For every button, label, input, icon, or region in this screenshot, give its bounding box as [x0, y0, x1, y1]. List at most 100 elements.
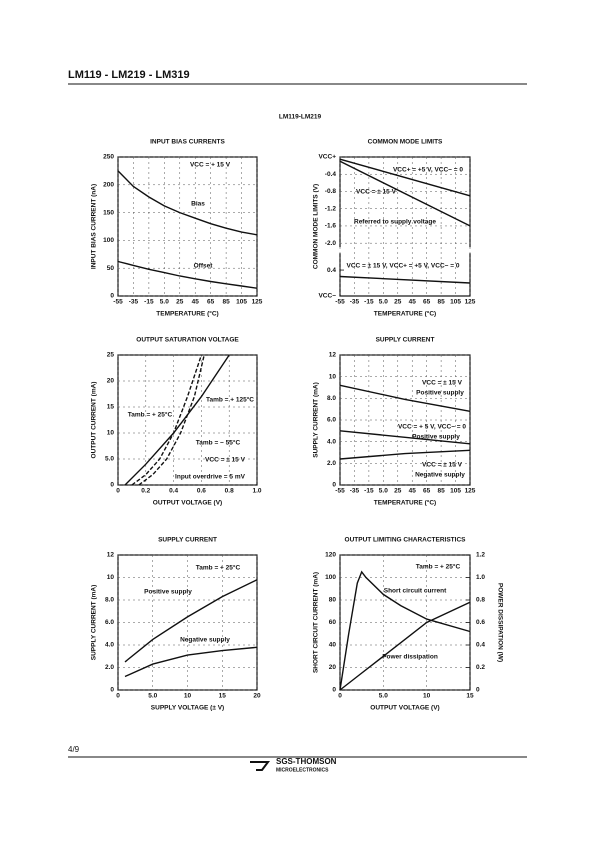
y-tick-label: -2.0 — [325, 240, 337, 247]
x-tick-label: 5.0 — [379, 299, 388, 306]
y-axis-label: SUPPLY CURRENT (mA) — [91, 585, 98, 660]
series-line — [339, 158, 471, 197]
x-tick-label: -35 — [129, 299, 139, 306]
x-tick-label: 15 — [466, 693, 474, 700]
y-tick-label: 200 — [103, 182, 114, 189]
x-tick-label: 5.0 — [148, 693, 157, 700]
y-tick-label: 12 — [329, 352, 337, 359]
series-line — [131, 354, 203, 486]
y-tick-label: 120 — [325, 552, 336, 559]
header-title: LM119 - LM219 - LM319 — [68, 69, 190, 81]
series-label: VCC+ = +5 V, VCC− = 0 — [393, 167, 463, 174]
annotation: VCC = ± 15 V — [205, 457, 246, 464]
y2-tick-label: VCC− — [318, 293, 336, 300]
x-tick-label: -55 — [335, 299, 345, 306]
y-axis-label: SHORT CIRCUIT CURRENT (mA) — [313, 572, 320, 673]
y-tick-label: 60 — [329, 619, 337, 626]
brand: SGS-THOMSON — [276, 757, 337, 766]
series-line — [339, 449, 471, 460]
y2-axis-label: POWER DISSIPATION (W) — [496, 583, 503, 662]
series-label: VCC = ± 15 V — [356, 189, 397, 196]
chart-title: COMMON MODE LIMITS — [368, 139, 443, 146]
x-tick-label: -55 — [113, 299, 123, 306]
y-tick-label: VCC+ — [318, 154, 336, 161]
series-line — [124, 354, 230, 486]
y-tick-label: 40 — [329, 642, 337, 649]
series-line — [339, 384, 471, 412]
y-tick-label: -1.6 — [325, 223, 337, 230]
axis-break — [338, 247, 472, 254]
y-tick-label: 0 — [110, 293, 114, 300]
annotation: Referred to supply voltage — [354, 219, 436, 226]
y-tick-label: 10 — [107, 574, 115, 581]
y-tick-label: 8.0 — [105, 597, 114, 604]
x-tick-label: -35 — [350, 488, 360, 495]
y-tick-label: 25 — [107, 352, 115, 359]
x-tick-label: 0 — [116, 693, 120, 700]
x-tick-label: -55 — [335, 488, 345, 495]
y2-tick-label: 1.0 — [476, 574, 485, 581]
x-tick-label: 0 — [116, 488, 120, 495]
x-tick-label: 85 — [222, 299, 230, 306]
series-label: Positive supply — [412, 434, 460, 441]
annotation: VCC = ± 15 V — [422, 462, 463, 469]
x-tick-label: 65 — [423, 488, 431, 495]
y-tick-label: 6.0 — [105, 619, 114, 626]
x-tick-label: 125 — [465, 299, 476, 306]
x-axis-label: TEMPERATURE (°C) — [374, 499, 436, 507]
y-tick-label: -0.4 — [325, 171, 337, 178]
y-tick-label: 0 — [332, 482, 336, 489]
annotation: VCC = + 15 V — [190, 162, 231, 169]
y-tick-label: 6.0 — [327, 417, 336, 424]
series-line — [117, 170, 258, 236]
chart-title: INPUT BIAS CURRENTS — [150, 139, 225, 146]
series-label: Offset — [194, 263, 214, 270]
x-tick-label: 25 — [176, 299, 184, 306]
y-axis-label: SUPPLY CURRENT (mA) — [313, 382, 320, 457]
x-tick-label: 65 — [423, 299, 431, 306]
y-tick-label: 80 — [329, 597, 337, 604]
x-tick-label: 45 — [409, 299, 417, 306]
y-tick-label: 8.0 — [327, 395, 336, 402]
chart-title: OUTPUT SATURATION VOLTAGE — [136, 337, 239, 344]
y-tick-label: 100 — [103, 237, 114, 244]
y-tick-label: 0 — [110, 482, 114, 489]
y-tick-label: 4.0 — [327, 438, 336, 445]
x-tick-label: 5.0 — [379, 488, 388, 495]
y-tick-label: 20 — [329, 664, 337, 671]
y-tick-label: 15 — [107, 404, 115, 411]
x-tick-label: 125 — [252, 299, 263, 306]
chart-title: OUTPUT LIMITING CHARACTERISTICS — [345, 537, 467, 544]
x-tick-label: 65 — [207, 299, 215, 306]
y-tick-label: 50 — [107, 265, 115, 272]
x-tick-label: 5.0 — [379, 693, 388, 700]
y-tick-label: 250 — [103, 154, 114, 161]
y-tick-label: 0 — [332, 687, 336, 694]
y-axis-label: COMMON MODE LIMITS (V) — [313, 184, 320, 269]
y-tick-label: 10 — [329, 373, 337, 380]
x-tick-label: 105 — [450, 299, 461, 306]
x-axis-label: OUTPUT VOLTAGE (V) — [370, 705, 439, 712]
x-tick-label: -15 — [144, 299, 154, 306]
x-axis-label: OUTPUT VOLTAGE (V) — [153, 500, 222, 507]
annotation: Input overdrive = 5 mV — [175, 474, 246, 481]
x-axis-label: SUPPLY VOLTAGE (± V) — [151, 705, 224, 712]
series-line — [339, 570, 471, 691]
series-label: Negative supply — [415, 472, 465, 479]
y-tick-label: 2.0 — [105, 664, 114, 671]
series-label: Bias — [191, 201, 205, 208]
plot-frame — [117, 354, 258, 486]
y-tick-label: 100 — [325, 574, 336, 581]
series-line — [339, 275, 471, 284]
x-tick-label: 15 — [219, 693, 227, 700]
x-tick-label: 10 — [423, 693, 431, 700]
x-tick-label: 45 — [192, 299, 200, 306]
series-label: Tamb = + 25°C — [128, 411, 173, 419]
x-tick-label: 25 — [394, 488, 402, 495]
x-tick-label: 45 — [409, 488, 417, 495]
x-tick-label: -35 — [350, 299, 360, 306]
y-tick-label: 150 — [103, 209, 114, 216]
series-label: Positive supply — [416, 390, 464, 397]
x-tick-label: 0 — [338, 693, 342, 700]
